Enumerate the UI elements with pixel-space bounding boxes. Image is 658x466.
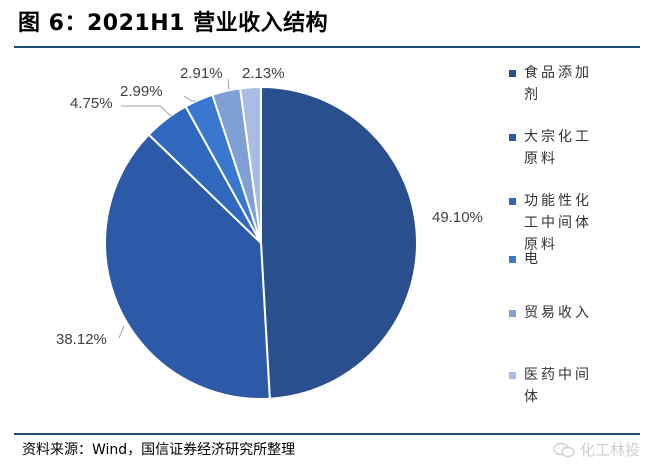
data-label-5: 2.91%	[180, 65, 223, 82]
pie-chart: 49.10% 38.12% 4.75% 2.99% 2.91% 2.13%	[56, 65, 483, 400]
top-divider	[14, 46, 640, 48]
leader-line-3	[121, 105, 173, 118]
data-label-6: 2.13%	[242, 65, 285, 82]
legend-label: 电	[524, 251, 541, 267]
legend-label: 贸易收入	[524, 305, 592, 321]
legend-label: 医药中间体	[524, 367, 592, 405]
leader-line-2	[118, 325, 125, 339]
data-label-4: 2.99%	[120, 83, 163, 100]
legend-swatch	[509, 256, 516, 263]
data-label-2: 38.12%	[56, 331, 107, 348]
bottom-divider	[14, 433, 640, 435]
legend-label: 功能性化 工中间体 原料	[524, 193, 592, 253]
watermark-text: 化工林投	[579, 441, 640, 459]
leader-line-5	[227, 78, 230, 91]
watermark: 化工林投	[553, 436, 640, 464]
chart-title: 图 6：2021H1 营业收入结构	[18, 11, 329, 36]
leader-line-4	[183, 95, 196, 102]
source-note: 资料来源：Wind，国信证券经济研究所整理	[22, 442, 296, 458]
data-label-1: 49.10%	[432, 209, 483, 226]
legend-swatch	[509, 372, 516, 379]
pie-slice-1	[260, 85, 418, 400]
pie-slice-2	[104, 133, 271, 400]
legend-swatch	[509, 134, 516, 141]
data-label-3: 4.75%	[70, 95, 113, 112]
legend-label: 大宗化工 原料	[524, 129, 592, 167]
legend-swatch	[509, 310, 516, 317]
pie-slice-6	[239, 85, 262, 244]
legend-label: 食品添加剂	[524, 65, 592, 103]
legend-swatch	[509, 70, 516, 77]
wechat-icon	[553, 442, 575, 458]
legend-swatch	[509, 198, 516, 205]
